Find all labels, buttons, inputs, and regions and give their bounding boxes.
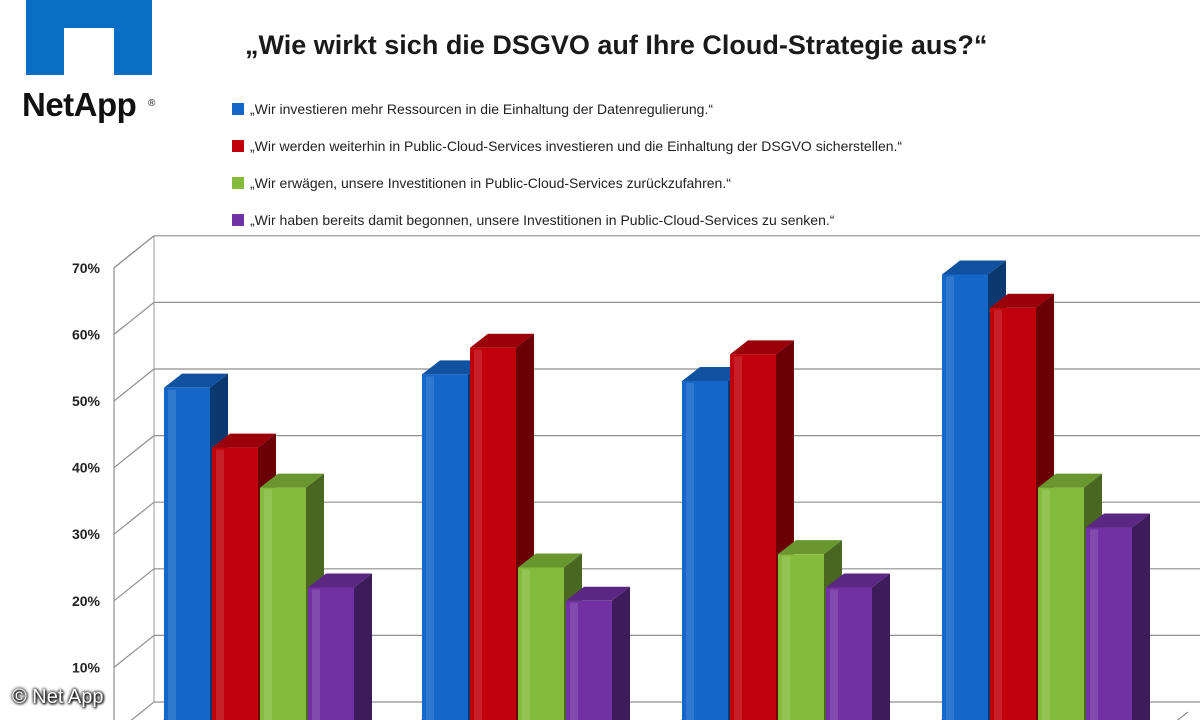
legend-item: „Wir werden weiterhin in Public-Cloud-Se… <box>232 127 902 164</box>
bar <box>1086 513 1150 720</box>
bar-front <box>682 381 728 720</box>
legend-item: „Wir investieren mehr Ressourcen in die … <box>232 90 902 127</box>
bar-highlight <box>264 489 272 720</box>
legend-swatch <box>232 102 244 115</box>
legend-item: „Wir erwägen, unsere Investitionen in Pu… <box>232 164 902 201</box>
y-tick-label: 10% <box>72 659 101 675</box>
bar-top <box>1086 513 1150 528</box>
bar-highlight <box>994 309 1002 720</box>
gridline <box>113 435 1200 469</box>
bar-top <box>826 573 890 588</box>
gridline <box>113 368 1200 402</box>
legend-swatch <box>232 176 244 189</box>
y-tick-label: 20% <box>72 593 101 609</box>
gridline <box>113 568 1200 602</box>
bar-front <box>942 274 988 720</box>
bar-front <box>518 567 564 720</box>
bar-top <box>990 293 1054 308</box>
bar-top <box>212 433 276 448</box>
y-tick-label: 60% <box>72 326 101 342</box>
bar-highlight <box>686 383 694 720</box>
bar <box>566 586 630 720</box>
bar-front <box>260 487 306 720</box>
legend-label: „Wir erwägen, unsere Investitionen in Pu… <box>250 174 731 191</box>
y-tick-label: 30% <box>72 526 101 542</box>
gridline <box>113 301 1200 335</box>
legend-item: „Wir haben bereits damit begonnen, unser… <box>232 201 902 238</box>
bar-top <box>164 373 228 388</box>
bar-highlight <box>1042 489 1050 720</box>
bar-highlight <box>782 556 790 720</box>
legend-swatch <box>232 139 244 152</box>
chart-title: „Wie wirkt sich die DSGVO auf Ihre Cloud… <box>245 30 988 60</box>
bar-top <box>518 553 582 568</box>
y-tick-label: 50% <box>72 393 101 409</box>
netapp-logo: NetApp ® <box>0 0 175 140</box>
bar <box>308 573 372 720</box>
bar-top <box>470 333 534 348</box>
chart-grid <box>113 235 1200 720</box>
bar-top <box>778 540 842 555</box>
bar-highlight <box>168 389 176 720</box>
bars <box>164 260 1150 720</box>
bar-front <box>212 447 258 720</box>
legend-label: „Wir haben bereits damit begonnen, unser… <box>250 211 835 228</box>
logo-registered-mark: ® <box>148 98 156 109</box>
gridline <box>113 235 1200 269</box>
bar-front <box>422 374 468 720</box>
bar-side <box>872 573 890 720</box>
bar <box>826 573 890 720</box>
bar-front <box>566 600 612 720</box>
bar-top <box>942 260 1006 275</box>
bar-highlight <box>474 349 482 720</box>
bar-highlight <box>946 276 954 720</box>
bar-top <box>260 473 324 488</box>
bar-front <box>778 554 824 720</box>
y-tick-label: 70% <box>72 260 101 276</box>
legend-swatch <box>232 213 244 226</box>
netapp-logo-icon <box>26 0 152 75</box>
bar-top <box>308 573 372 588</box>
bar-highlight <box>312 589 320 720</box>
legend-label: „Wir werden weiterhin in Public-Cloud-Se… <box>250 137 903 154</box>
y-axis: 10% 20% 30% 40% 50% 60% 70% <box>72 260 101 676</box>
copyright-notice: © Net App <box>12 686 104 708</box>
legend-label: „Wir investieren mehr Ressourcen in die … <box>250 100 714 117</box>
bar-front <box>470 347 516 720</box>
bar-side <box>612 586 630 720</box>
bar-front <box>308 587 354 720</box>
bar-front <box>1086 527 1132 720</box>
chart-legend: „Wir investieren mehr Ressourcen in die … <box>232 90 902 238</box>
bar-front <box>990 307 1036 720</box>
bar-front <box>164 387 210 720</box>
bar-highlight <box>830 589 838 720</box>
y-tick-label: 40% <box>72 460 101 476</box>
bar-side <box>354 573 372 720</box>
gridline <box>113 501 1200 535</box>
floor-divider <box>1176 711 1189 720</box>
logo-text: NetApp <box>22 86 137 123</box>
bar-highlight <box>216 449 224 720</box>
bar-highlight <box>522 569 530 720</box>
bar-highlight <box>426 376 434 720</box>
bar-front <box>730 354 776 720</box>
bar-front <box>1038 487 1084 720</box>
y-axis-top-edge <box>113 235 155 269</box>
bar-top <box>566 586 630 601</box>
bar-side <box>1132 513 1150 720</box>
bar-highlight <box>570 602 578 720</box>
bar-top <box>730 340 794 355</box>
bar-highlight <box>1090 529 1098 720</box>
bar-top <box>1038 473 1102 488</box>
bar-front <box>826 587 872 720</box>
bar-highlight <box>734 356 742 720</box>
